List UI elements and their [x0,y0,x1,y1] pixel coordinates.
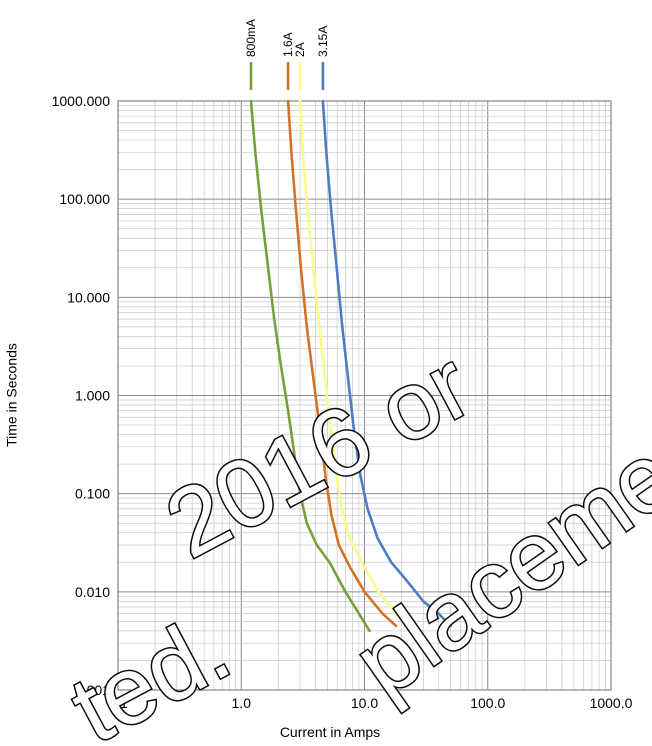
series-line [298,99,413,631]
series-line [321,99,452,628]
x-tick-label: 1000.0 [590,695,633,711]
y-tick-label: 100.000 [59,191,110,207]
series-label: 800mA [244,19,258,57]
y-tick-label: 0.010 [75,584,110,600]
y-tick-label: 0.001 [75,682,110,698]
series-label: 3.15A [316,26,330,57]
series-label: 2A [293,42,307,57]
y-tick-label: 1.000 [75,388,110,404]
x-tick-label: 100.0 [470,695,505,711]
tick-labels: 0.1 1.0 10.0 100.0 1000.0 0.001 0.010 0.100 1.00… [52,93,633,711]
y-axis-title: Time in Seconds [4,343,20,447]
series-line [249,99,371,633]
x-tick-label: 1.0 [232,695,252,711]
y-tick-label: 0.100 [75,486,110,502]
series-label: 1.6A [281,32,295,57]
x-tick-label: 10.0 [351,695,378,711]
y-tick-label: 10.000 [67,289,110,305]
y-tick-label: 1000.000 [52,93,111,109]
series-line [286,99,398,628]
series-lines [249,99,452,633]
x-tick-label: 0.1 [108,695,128,711]
x-axis-title: Current in Amps [280,724,380,740]
plot-frame [117,100,612,691]
